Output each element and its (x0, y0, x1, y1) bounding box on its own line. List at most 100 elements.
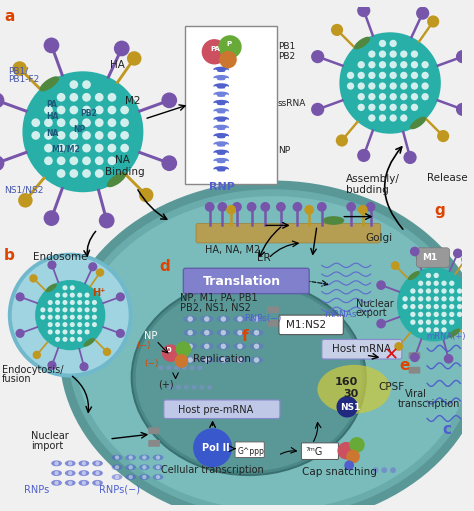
Circle shape (70, 315, 75, 320)
Circle shape (449, 288, 455, 294)
Circle shape (213, 136, 218, 140)
Circle shape (40, 307, 46, 312)
Circle shape (379, 82, 386, 90)
Circle shape (400, 72, 408, 79)
Circle shape (381, 467, 387, 473)
FancyBboxPatch shape (267, 306, 279, 313)
Circle shape (55, 461, 59, 466)
Ellipse shape (139, 464, 150, 470)
Ellipse shape (233, 316, 247, 322)
Circle shape (410, 312, 416, 317)
Circle shape (80, 362, 89, 371)
Circle shape (57, 93, 65, 102)
Circle shape (116, 329, 125, 338)
Circle shape (449, 312, 455, 317)
Circle shape (449, 319, 455, 325)
Circle shape (95, 169, 104, 178)
Circle shape (48, 322, 53, 327)
Circle shape (411, 51, 418, 58)
Ellipse shape (107, 172, 126, 187)
Circle shape (410, 319, 416, 325)
Ellipse shape (410, 117, 426, 129)
Circle shape (108, 119, 116, 127)
Circle shape (70, 80, 78, 89)
Text: Cap snatching: Cap snatching (302, 467, 377, 477)
Circle shape (174, 354, 188, 368)
Text: CPSF: CPSF (378, 382, 404, 392)
Text: RNP: RNP (209, 182, 235, 192)
Circle shape (166, 365, 171, 370)
Circle shape (254, 343, 259, 349)
Circle shape (114, 40, 129, 56)
Circle shape (453, 248, 463, 258)
Circle shape (156, 475, 160, 479)
Text: Nuclear: Nuclear (31, 431, 69, 441)
Text: M1: M1 (422, 253, 438, 263)
Circle shape (55, 300, 60, 305)
Ellipse shape (136, 284, 362, 471)
Circle shape (44, 131, 53, 140)
FancyBboxPatch shape (409, 367, 420, 374)
Circle shape (47, 361, 56, 370)
Circle shape (103, 347, 111, 356)
Circle shape (44, 210, 59, 226)
Circle shape (434, 304, 439, 309)
Circle shape (70, 131, 78, 140)
Text: M2: M2 (125, 97, 140, 106)
Circle shape (337, 442, 355, 459)
Circle shape (162, 344, 180, 362)
Text: Viral: Viral (405, 389, 427, 399)
Circle shape (449, 304, 455, 309)
Circle shape (77, 315, 82, 320)
Circle shape (204, 316, 210, 322)
Circle shape (213, 153, 218, 157)
Circle shape (427, 15, 439, 28)
Circle shape (368, 51, 375, 58)
Circle shape (92, 300, 97, 305)
Circle shape (82, 471, 86, 475)
Circle shape (390, 114, 397, 122)
Circle shape (390, 467, 396, 473)
Circle shape (213, 111, 218, 115)
Circle shape (434, 288, 439, 294)
Circle shape (63, 322, 67, 327)
Circle shape (426, 304, 431, 309)
Circle shape (337, 396, 358, 417)
Circle shape (434, 319, 439, 325)
Circle shape (84, 307, 90, 312)
Text: M1/M2: M1/M2 (52, 144, 81, 153)
Circle shape (193, 428, 232, 467)
Circle shape (84, 300, 90, 305)
Circle shape (410, 247, 419, 257)
Circle shape (120, 131, 129, 140)
Circle shape (219, 51, 237, 68)
Circle shape (187, 357, 193, 363)
Circle shape (421, 82, 429, 90)
Text: HA: HA (46, 112, 58, 121)
Circle shape (128, 455, 133, 460)
Circle shape (376, 319, 386, 329)
Circle shape (254, 357, 259, 363)
Circle shape (418, 296, 423, 301)
Ellipse shape (200, 329, 214, 336)
Text: ER: ER (257, 253, 271, 264)
Circle shape (70, 106, 78, 114)
Circle shape (379, 93, 386, 100)
Text: NP: NP (145, 331, 158, 340)
Circle shape (456, 50, 469, 63)
Ellipse shape (132, 280, 366, 475)
Text: Endosome: Endosome (33, 252, 88, 263)
Circle shape (70, 307, 75, 312)
Circle shape (225, 136, 229, 140)
Circle shape (205, 202, 215, 212)
Circle shape (70, 293, 75, 297)
Circle shape (120, 106, 129, 114)
FancyBboxPatch shape (417, 248, 450, 267)
Circle shape (220, 343, 226, 349)
Text: RNPs(−): RNPs(−) (100, 484, 140, 495)
Ellipse shape (46, 284, 57, 292)
Circle shape (418, 304, 423, 309)
Circle shape (373, 467, 378, 473)
Ellipse shape (92, 480, 103, 486)
Circle shape (457, 304, 462, 309)
